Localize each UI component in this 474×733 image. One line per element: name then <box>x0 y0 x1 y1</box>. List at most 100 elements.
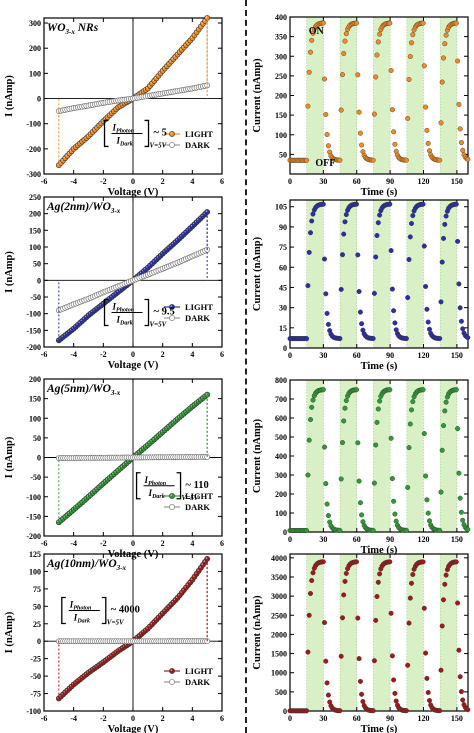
it-4-on-window-shade <box>373 554 391 711</box>
iv-3-ratio-value: ~ 110 <box>186 480 209 491</box>
iv-2-series-points-dark <box>55 246 211 314</box>
it-2-data-point <box>420 201 426 207</box>
it-3-data-point <box>354 387 360 393</box>
it-2-data-point <box>356 289 362 295</box>
it-3-x-axis-label: Time (s) <box>361 545 398 556</box>
iv-4-light-marker-highlight <box>205 557 208 559</box>
it-3-xtick-label: 90 <box>386 535 394 544</box>
it-1-data-point <box>343 31 349 37</box>
iv-4-ytick-label: -25 <box>30 655 41 664</box>
it-2-data-point <box>354 201 360 207</box>
iv-3-xtick-label: -6 <box>41 539 48 548</box>
it-2-data-point <box>391 308 397 314</box>
iv-3-y-axis-label: I (nAmp) <box>4 436 15 478</box>
iv-2-ratio-den-main: I <box>116 315 121 325</box>
iv-3-legend-label: DARK <box>185 502 210 512</box>
iv-3-ratio-bracket-right <box>176 472 182 500</box>
iv-1-light-marker-highlight <box>201 22 204 24</box>
it-1-data-point <box>457 126 463 132</box>
iv-2-light-marker-highlight <box>205 210 208 212</box>
iv-3-legend-marker-highlight <box>170 494 173 497</box>
it-1-ytick-label: 250 <box>275 72 287 81</box>
iv-2-ytick-label: 100 <box>29 243 41 252</box>
it-4-data-point <box>306 612 312 618</box>
it-4-xtick-label: 150 <box>451 714 463 723</box>
it-4-data-point <box>337 708 343 714</box>
it-2-data-point <box>355 252 361 258</box>
it-2-ytick-label: 90 <box>279 223 287 232</box>
iv-4-x-axis-label: Voltage (V) <box>108 724 159 733</box>
iv-3-ytick-label: 100 <box>29 414 41 423</box>
it-3-data-point <box>371 480 377 486</box>
it-2-xtick-label: 120 <box>418 351 430 360</box>
it-4-ytick-label: 500 <box>275 688 287 697</box>
it-3-data-point <box>424 497 430 503</box>
iv-1-xtick-label: -2 <box>100 177 107 186</box>
it-4-data-point <box>409 580 415 586</box>
it-3-on-window-shade <box>340 380 357 532</box>
iv-3-xtick-label: -2 <box>100 539 107 548</box>
it-3-data-point <box>306 437 312 443</box>
it-1-ytick-label: 100 <box>275 131 287 140</box>
it-2-data-point <box>387 201 393 207</box>
it-1-data-point <box>374 52 380 58</box>
iv-2-legend-label: DARK <box>185 313 210 323</box>
iv-2-xtick-label: 6 <box>220 350 224 359</box>
it-4-xtick-label: 120 <box>418 714 430 723</box>
iv-4-ratio-num-main: I <box>69 600 74 610</box>
it-2-data-point <box>403 336 409 342</box>
iv-4-legend-marker-circle <box>169 668 175 674</box>
iv-3-ytick-label: 200 <box>29 375 41 384</box>
iv-1-y-axis-label: I (nAmp) <box>4 75 15 117</box>
it-1-data-point <box>443 32 449 38</box>
it-1-data-point <box>354 20 360 26</box>
it-2-xtick-label: 0 <box>288 351 292 360</box>
it-1-ytick-label: 400 <box>275 13 287 22</box>
iv-4-legend-label: LIGHT <box>185 666 213 676</box>
it-2-on-window-shade <box>340 200 357 348</box>
iv-2-ratio-numerator: IPhoton <box>112 302 135 314</box>
it-4-data-point <box>310 570 316 576</box>
iv-3-series-points-light <box>55 391 211 526</box>
it-2-data-point <box>320 201 326 207</box>
iv-1-ratio-denominator: IDark <box>116 135 133 147</box>
it-4-data-point <box>323 658 329 664</box>
it-1-data-point <box>409 40 415 46</box>
it-3-data-point <box>458 509 464 515</box>
it-4-on-window-shade <box>340 554 357 711</box>
it-2-data-point <box>374 232 380 238</box>
it-3-data-point <box>359 512 365 518</box>
it-2-data-point <box>409 220 415 226</box>
it-4-ytick-label: 3500 <box>271 573 287 582</box>
it-1-data-point <box>388 67 394 73</box>
iv-4-light-marker-highlight <box>201 563 204 565</box>
it-4-data-point <box>370 708 376 714</box>
it-1-data-point <box>309 37 315 43</box>
iv-4-legend-marker-circle <box>169 679 175 685</box>
it-3-data-point <box>373 442 379 448</box>
it-2-data-point <box>423 284 429 290</box>
iv-4-ratio-num-sub: Photon <box>73 606 92 612</box>
it-4-ytick-label: 2000 <box>271 630 287 639</box>
iv-4-xtick-label: 2 <box>161 714 165 723</box>
it-1-ytick-label: 300 <box>275 52 287 61</box>
it-3-on-window-shade <box>306 380 324 532</box>
it-4-y-axis-label: Current (nAmp) <box>252 595 263 670</box>
iv-2-series-points-light <box>55 209 211 344</box>
iv-1-ratio-numerator: IPhoton <box>112 122 135 134</box>
iv-1-ratio-bracket-left <box>103 119 109 148</box>
it-4-data-point <box>387 559 393 565</box>
it-4-data-point <box>425 690 431 696</box>
it-2-data-point <box>458 318 464 324</box>
it-4-data-point <box>410 572 416 578</box>
iv-1-legend-label: DARK <box>185 140 210 150</box>
it-1-data-point <box>420 20 426 26</box>
iv-2-legend-marker <box>169 315 175 321</box>
it-3-data-point <box>442 408 448 414</box>
it-1-ytick-label: 150 <box>275 111 287 120</box>
